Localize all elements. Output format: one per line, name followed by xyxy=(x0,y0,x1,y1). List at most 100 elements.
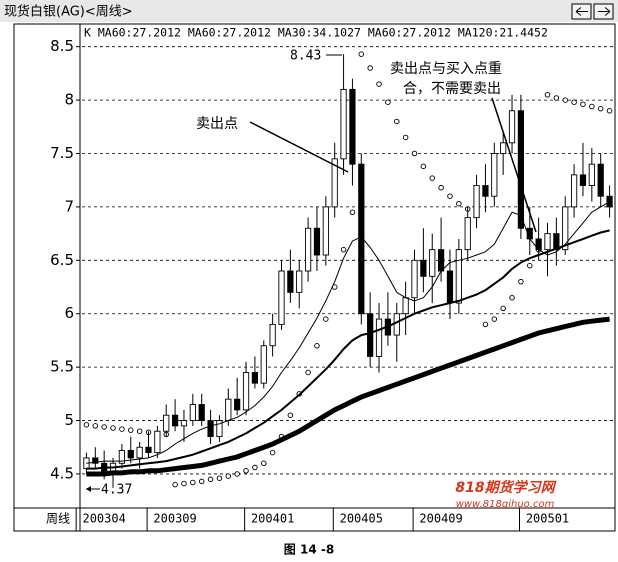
candle-body xyxy=(455,249,462,304)
candle-body xyxy=(234,398,241,411)
ma-line xyxy=(86,229,610,470)
arrowhead xyxy=(86,486,91,492)
y-tick-label: 5.5 xyxy=(50,358,74,376)
candle-body xyxy=(313,227,321,256)
sar-dot xyxy=(429,175,435,181)
sar-dot xyxy=(136,428,143,434)
sar-dot xyxy=(456,200,462,207)
candle-body xyxy=(145,446,152,454)
candle-body xyxy=(393,313,400,336)
sar-dot xyxy=(544,91,551,98)
sar-dot xyxy=(340,246,347,253)
sar-dot xyxy=(92,423,99,429)
sar-dot xyxy=(376,81,382,87)
candle-body xyxy=(136,446,143,459)
plot: 4.5 5 5.5 6 6.5 7 7.5 8 8.5 200304 200309 200401 200… xyxy=(50,37,614,531)
y-tick-label: 5 xyxy=(64,411,74,429)
sar-dot xyxy=(198,478,205,485)
sar-dot xyxy=(119,426,125,432)
sar-dot xyxy=(589,103,595,110)
sar-dot xyxy=(349,209,356,215)
candle-body xyxy=(242,372,250,411)
candle-body xyxy=(491,153,498,197)
candle-body xyxy=(570,174,578,208)
candle-body xyxy=(180,420,188,427)
ma-line xyxy=(86,316,610,477)
candle-body xyxy=(269,323,276,347)
next-button[interactable] xyxy=(593,3,614,20)
sar-dot xyxy=(420,163,427,170)
candle-body xyxy=(287,270,294,293)
candle-body xyxy=(411,259,418,299)
sar-dot xyxy=(305,369,311,376)
sar-dot xyxy=(527,262,533,269)
candle-body xyxy=(402,297,409,315)
sar-dot xyxy=(447,193,453,199)
annotation: 卖出点与买入点重 xyxy=(390,61,502,77)
frame xyxy=(13,23,616,532)
sar-dot xyxy=(216,475,223,481)
sar-dot xyxy=(234,471,240,477)
x-tick-label: 200309 xyxy=(153,512,196,526)
candle-body xyxy=(358,163,365,315)
annotation: 合，不需要卖出 xyxy=(403,81,501,97)
candle-body xyxy=(154,430,161,454)
sar-dot xyxy=(597,105,604,112)
candle-body xyxy=(579,174,587,186)
y-tick-label: 8 xyxy=(64,91,74,109)
candle-body xyxy=(349,88,356,165)
candle-body xyxy=(127,450,134,459)
sar-dot xyxy=(314,343,320,349)
candle-body xyxy=(500,142,507,154)
sar-dot xyxy=(225,473,232,479)
sar-dot xyxy=(385,99,391,105)
annotation-pointer xyxy=(491,97,537,233)
candle-body xyxy=(189,404,196,421)
sar-dot xyxy=(518,278,524,285)
ma-line xyxy=(86,201,610,464)
candle-body xyxy=(544,233,551,251)
candle-body xyxy=(508,110,516,144)
candle-body xyxy=(464,217,471,251)
sar-dot xyxy=(190,479,196,486)
y-tick-label: 6 xyxy=(64,304,74,322)
sar-dot xyxy=(411,150,418,157)
candle-body xyxy=(367,313,374,357)
candle-body xyxy=(446,270,454,304)
sar-dot xyxy=(323,316,329,322)
candle-body xyxy=(296,270,303,293)
candle-body xyxy=(517,110,525,229)
sar-dot xyxy=(261,460,267,467)
candle-body xyxy=(118,450,126,464)
y-tick-label: 4.5 xyxy=(50,464,74,482)
x-tick-label: 200405 xyxy=(340,512,383,526)
candle-body xyxy=(420,259,427,277)
candle-body xyxy=(473,185,480,219)
annotation: 卖出点 xyxy=(196,116,238,132)
candle-body xyxy=(225,398,232,421)
caption: 图 14 -8 xyxy=(284,543,334,557)
candle-body xyxy=(304,227,312,272)
x-tick-label: 200501 xyxy=(526,512,569,526)
sar-dot xyxy=(482,321,489,328)
sar-dot xyxy=(571,99,577,105)
sar-dot xyxy=(181,480,187,487)
y-tick-label: 6.5 xyxy=(50,251,74,269)
y-tick-label: 7.5 xyxy=(50,144,74,162)
prev-button[interactable] xyxy=(571,3,592,20)
candle-body xyxy=(482,185,489,197)
candle-body xyxy=(331,158,338,208)
chart-title: 现货白银(AG)<周线> xyxy=(4,4,133,20)
sar-dot xyxy=(553,95,560,101)
sar-dot xyxy=(491,316,498,322)
candle-body xyxy=(375,318,383,357)
candle-body xyxy=(429,249,436,277)
candle-body xyxy=(597,163,604,197)
candle-body xyxy=(216,420,223,438)
header-bar xyxy=(0,0,618,22)
sar-dot xyxy=(252,464,258,471)
sar-dot xyxy=(562,97,568,103)
x-tick-label: 200409 xyxy=(419,512,462,526)
sar-dot xyxy=(606,108,613,114)
